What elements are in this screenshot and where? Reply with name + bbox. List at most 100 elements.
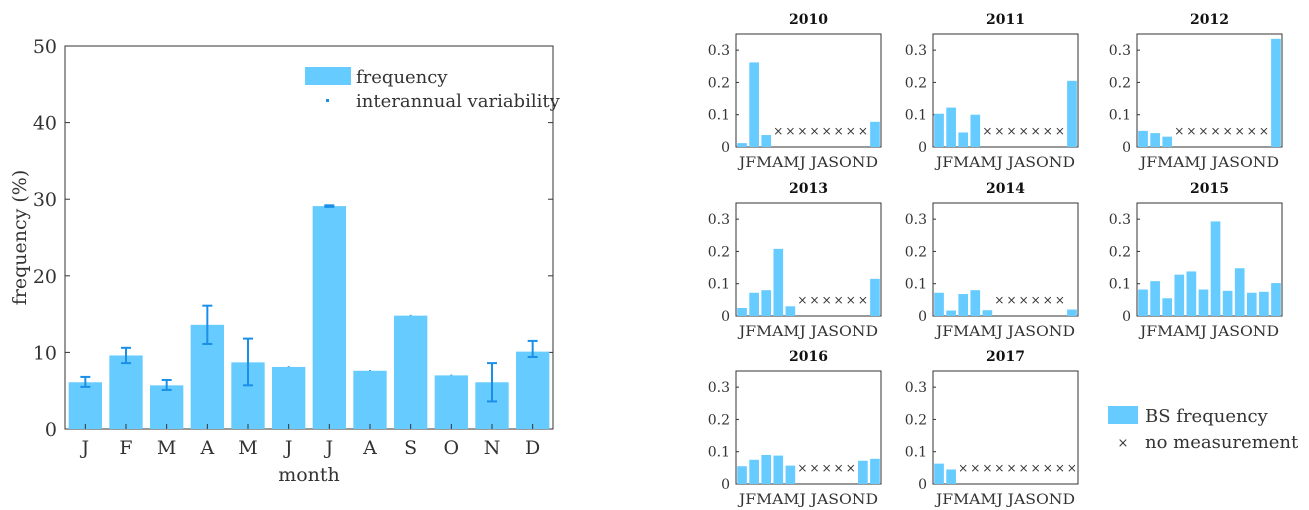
- bar-j-0: [68, 382, 103, 429]
- no-measurement-marker: ×: [797, 293, 807, 307]
- no-measurement-marker: ×: [858, 124, 868, 138]
- y-tick-label: 0.3: [905, 43, 927, 59]
- bar-m-2: [958, 294, 969, 316]
- bar-s-8: [1234, 268, 1245, 316]
- x-axis-label: month: [278, 464, 340, 486]
- y-tick-label: 0.1: [905, 445, 927, 461]
- panel-title: 2011: [986, 12, 1025, 28]
- y-tick-label: 0.1: [708, 108, 730, 124]
- panel-title: 2013: [789, 181, 828, 197]
- no-measurement-marker: ×: [810, 124, 820, 138]
- y-tick-label: 0.2: [708, 412, 730, 428]
- bar-m-2: [761, 290, 772, 316]
- y-tick-label: 0.3: [708, 43, 730, 59]
- x-tick-labels: JFMAMJ JASOND: [1138, 155, 1279, 171]
- no-measurement-marker: ×: [1031, 293, 1041, 307]
- no-measurement-marker: ×: [1031, 461, 1041, 475]
- panel-title: 2017: [986, 349, 1025, 365]
- panel-frame: [932, 370, 1079, 485]
- bar-j-0: [934, 292, 944, 316]
- bar-f-1: [749, 459, 759, 484]
- y-tick-label: 0.3: [1109, 43, 1131, 59]
- y-tick-label: 0.1: [1109, 277, 1131, 293]
- no-measurement-marker: ×: [846, 293, 856, 307]
- bar-d-11: [1067, 80, 1077, 147]
- bar-d-11: [1067, 309, 1077, 316]
- y-tick-label: 20: [33, 266, 57, 288]
- no-measurement-marker: ×: [1198, 124, 1208, 138]
- panel-frame: [1136, 202, 1283, 317]
- bar-s-8: [393, 315, 428, 429]
- legend-bar-label: BS frequency: [1145, 406, 1269, 427]
- no-measurement-marker: ×: [958, 461, 968, 475]
- no-measurement-marker: ×: [1031, 124, 1041, 138]
- y-tick-label: 40: [33, 113, 57, 135]
- bar-m-2: [958, 132, 969, 147]
- panel-frame: [1136, 33, 1283, 148]
- no-measurement-marker: ×: [1247, 124, 1257, 138]
- y-tick-label: 0: [918, 309, 927, 325]
- legend-bar-swatch: [305, 67, 351, 85]
- y-tick-label: 0.3: [708, 212, 730, 228]
- legend-bar-label: frequency: [356, 67, 448, 88]
- bar-a-3: [1174, 274, 1185, 316]
- bar-j-6: [1210, 221, 1221, 316]
- panel-title: 2010: [789, 12, 828, 28]
- bar-m-4: [982, 310, 993, 316]
- no-measurement-marker: ×: [1055, 461, 1065, 475]
- bar-f-1: [946, 469, 956, 484]
- bar-a-7: [1222, 290, 1233, 316]
- bar-m-2: [149, 385, 184, 429]
- no-measurement-marker: ×: [1174, 124, 1184, 138]
- legend-marker-glyph: ×: [1118, 436, 1129, 451]
- bar-m-2: [1162, 136, 1173, 147]
- x-tick-labels: JFMAMJ JASOND: [1138, 324, 1279, 340]
- no-measurement-marker: ×: [982, 461, 992, 475]
- x-tick-labels: JFMAMJ JASOND: [737, 155, 878, 171]
- no-measurement-marker: ×: [858, 293, 868, 307]
- panel-title: 2012: [1190, 12, 1229, 28]
- no-measurement-marker: ×: [1055, 293, 1065, 307]
- x-tick-label: M: [157, 437, 176, 459]
- bar-m-4: [1186, 271, 1197, 316]
- panel-frame: [932, 33, 1079, 148]
- legend-error-label: interannual variability: [356, 91, 561, 112]
- no-measurement-marker: ×: [1019, 293, 1029, 307]
- no-measurement-marker: ×: [834, 293, 844, 307]
- bar-d-11: [870, 121, 880, 147]
- no-measurement-marker: ×: [994, 461, 1004, 475]
- no-measurement-marker: ×: [810, 293, 820, 307]
- bar-m-2: [761, 454, 772, 484]
- bar-f-1: [1150, 133, 1160, 147]
- y-tick-label: 0.3: [905, 380, 927, 396]
- bar-f-1: [749, 62, 759, 147]
- no-measurement-marker: ×: [1055, 124, 1065, 138]
- no-measurement-marker: ×: [1007, 293, 1017, 307]
- y-tick-label: 10: [33, 342, 57, 364]
- x-tick-labels: JFMAMJ JASOND: [934, 492, 1075, 508]
- y-tick-label: 0: [918, 140, 927, 156]
- x-tick-label: A: [362, 437, 377, 459]
- no-measurement-marker: ×: [1043, 124, 1053, 138]
- y-tick-label: 0: [721, 309, 730, 325]
- no-measurement-marker: ×: [1223, 124, 1233, 138]
- y-tick-label: 50: [33, 36, 57, 58]
- bar-d-11: [870, 278, 880, 316]
- no-measurement-marker: ×: [785, 124, 795, 138]
- bar-j-0: [934, 113, 944, 147]
- no-measurement-marker: ×: [1259, 124, 1269, 138]
- bar-n-10: [858, 460, 868, 484]
- no-measurement-marker: ×: [810, 461, 820, 475]
- no-measurement-marker: ×: [1019, 124, 1029, 138]
- y-tick-label: 0: [721, 477, 730, 493]
- bar-m-4: [785, 465, 796, 484]
- no-measurement-marker: ×: [846, 124, 856, 138]
- bar-j-0: [737, 143, 747, 147]
- x-tick-labels: JFMAMJ JASOND: [934, 324, 1075, 340]
- no-measurement-marker: ×: [834, 461, 844, 475]
- y-tick-label: 0.2: [1109, 244, 1131, 260]
